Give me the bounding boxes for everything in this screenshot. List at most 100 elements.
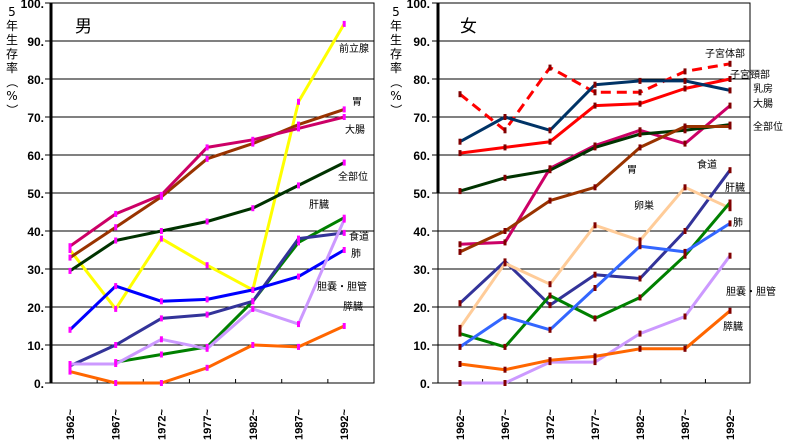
- data-point: [251, 205, 255, 212]
- data-point: [503, 239, 507, 246]
- series-label: 肝臓: [309, 199, 329, 211]
- data-point: [728, 87, 732, 94]
- y-tick-label: 60.: [27, 149, 44, 163]
- x-tick-label: 1982~: [635, 409, 647, 440]
- data-point: [205, 218, 209, 225]
- y-tick-labels: 0. 10. 20. 30. 40. 50. 60. 70. 80. 90. 100.: [407, 0, 430, 391]
- data-point: [503, 260, 507, 267]
- x-tick-labels: 1962~ 1967~ 1972~ 1977~ 1982~ 1987~ 1992~: [65, 409, 351, 440]
- y-axis-label-char: ）: [5, 104, 19, 116]
- gridlines: [432, 2, 751, 384]
- y-tick-label: 80.: [27, 73, 44, 87]
- data-point: [297, 273, 300, 280]
- data-point: [548, 357, 552, 364]
- data-point: [458, 343, 462, 350]
- series-label: 膵臓: [343, 301, 363, 313]
- data-point: [683, 77, 687, 84]
- y-tick-label: 0.: [34, 377, 44, 391]
- x-tick-label: 1972~: [545, 409, 557, 440]
- y-axis-label-char: 5: [8, 5, 16, 19]
- data-point: [114, 210, 118, 217]
- data-point: [114, 361, 118, 367]
- y-axis-label-char: 5: [392, 5, 400, 19]
- y-tick-label: 90.: [27, 35, 44, 49]
- data-point: [638, 131, 642, 138]
- data-point: [458, 300, 462, 307]
- data-point: [205, 262, 209, 269]
- data-point: [638, 237, 642, 244]
- data-point: [503, 380, 507, 386]
- series-label: 全部位: [753, 120, 783, 133]
- x-tick-label: 1962~: [455, 409, 467, 440]
- data-point: [593, 184, 597, 191]
- y-tick-label: 30.: [413, 263, 430, 277]
- data-point: [114, 305, 118, 312]
- data-point: [205, 144, 209, 151]
- y-tick-label: 50.: [27, 187, 44, 201]
- data-point: [728, 76, 732, 82]
- data-point: [728, 123, 732, 130]
- y-tick-label: 100.: [21, 0, 44, 11]
- series-label: 肺: [351, 248, 361, 260]
- data-point: [297, 343, 300, 350]
- y-tick-label: 60.: [413, 149, 430, 163]
- data-point: [548, 167, 552, 174]
- data-point: [593, 144, 597, 151]
- data-point: [638, 127, 642, 134]
- data-point: [728, 102, 732, 109]
- data-point: [342, 20, 346, 27]
- data-point: [593, 271, 597, 278]
- x-tick-label: 1972~: [156, 409, 168, 440]
- y-axis-label-char: 年: [390, 19, 402, 33]
- series-label: 卵巣: [634, 199, 654, 212]
- data-point: [503, 343, 507, 350]
- data-point: [342, 229, 346, 236]
- y-axis-label-char: （: [389, 76, 403, 88]
- x-tick-label: 1992~: [339, 409, 351, 440]
- data-point: [728, 205, 732, 212]
- series-label: 大腸: [753, 97, 773, 110]
- y-axis-label-char: %: [390, 89, 401, 103]
- data-point: [251, 342, 255, 348]
- data-point: [205, 311, 209, 318]
- data-point: [297, 182, 300, 189]
- gridlines: [45, 2, 375, 384]
- data-point: [205, 296, 209, 303]
- data-point: [297, 321, 300, 328]
- y-axis-label-char: 生: [390, 33, 402, 47]
- data-point: [159, 228, 163, 234]
- data-point: [342, 106, 346, 113]
- data-point: [503, 127, 507, 134]
- series-label: 肝臓: [725, 182, 745, 194]
- data-point: [728, 167, 732, 174]
- data-point: [683, 68, 687, 75]
- x-tick-label: 1992~: [725, 409, 737, 440]
- data-point: [159, 235, 163, 242]
- y-axis-label-char: 率: [390, 60, 402, 75]
- data-point: [68, 247, 72, 253]
- data-point: [683, 252, 687, 259]
- y-axis-label-char: 存: [390, 47, 402, 61]
- data-point: [548, 127, 552, 134]
- data-point: [159, 380, 163, 386]
- data-point: [593, 89, 597, 96]
- data-point: [683, 123, 687, 130]
- series-lines: [458, 60, 732, 386]
- data-point: [205, 345, 209, 352]
- data-point: [638, 345, 642, 352]
- y-axis-label-char: 生: [6, 33, 18, 47]
- data-point: [728, 307, 732, 314]
- data-point: [683, 313, 687, 320]
- series-label: 子宮頸部: [730, 68, 770, 81]
- data-point: [548, 302, 552, 309]
- series-lines: [68, 20, 346, 386]
- data-point: [503, 114, 507, 120]
- data-point: [683, 140, 687, 147]
- chart-title: 男: [75, 17, 92, 37]
